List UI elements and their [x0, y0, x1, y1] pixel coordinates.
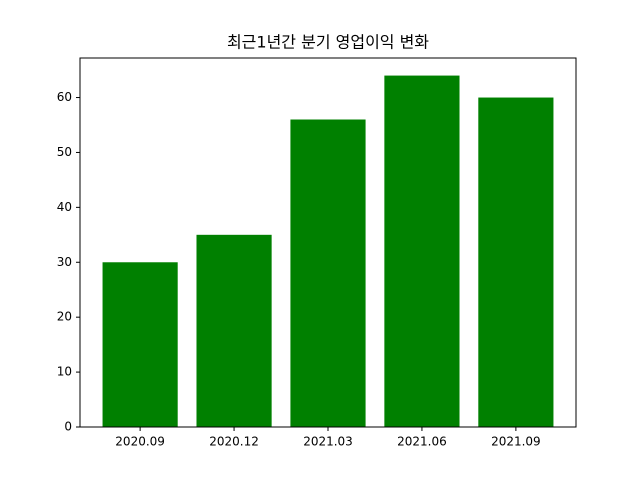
x-tick-label: 2020.09 [115, 435, 165, 449]
y-tick-label: 30 [57, 255, 72, 269]
bar [290, 119, 366, 427]
bar [196, 234, 272, 427]
y-tick-label: 10 [57, 365, 72, 379]
y-tick-label: 20 [57, 310, 72, 324]
y-tick-label: 0 [64, 420, 72, 434]
chart-title: 최근1년간 분기 영업이익 변화 [227, 33, 429, 52]
y-tick-label: 50 [57, 145, 72, 159]
x-tick-label: 2021.03 [303, 435, 353, 449]
x-tick-label: 2021.09 [491, 435, 541, 449]
bar [102, 262, 178, 427]
bar [478, 97, 554, 428]
y-tick-label: 60 [57, 90, 72, 104]
x-tick-label: 2020.12 [209, 435, 259, 449]
x-tick-label: 2021.06 [397, 435, 447, 449]
y-tick-label: 40 [57, 200, 72, 214]
plot-frame [79, 57, 577, 428]
bar [384, 75, 460, 428]
